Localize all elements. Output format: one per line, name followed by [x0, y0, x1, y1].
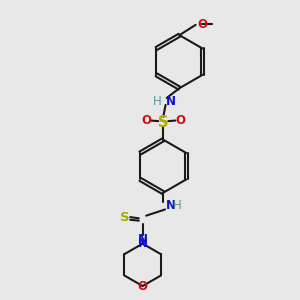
- Text: N: N: [138, 237, 148, 250]
- Text: O: O: [175, 114, 185, 127]
- Text: S: S: [120, 211, 130, 224]
- Text: H: H: [153, 95, 162, 108]
- Text: N: N: [138, 233, 148, 246]
- Text: O: O: [141, 114, 151, 127]
- Text: O: O: [197, 18, 207, 31]
- Text: H: H: [173, 200, 182, 212]
- Text: S: S: [158, 115, 169, 130]
- Text: O: O: [138, 280, 148, 292]
- Text: N: N: [166, 95, 176, 108]
- Text: N: N: [166, 200, 176, 212]
